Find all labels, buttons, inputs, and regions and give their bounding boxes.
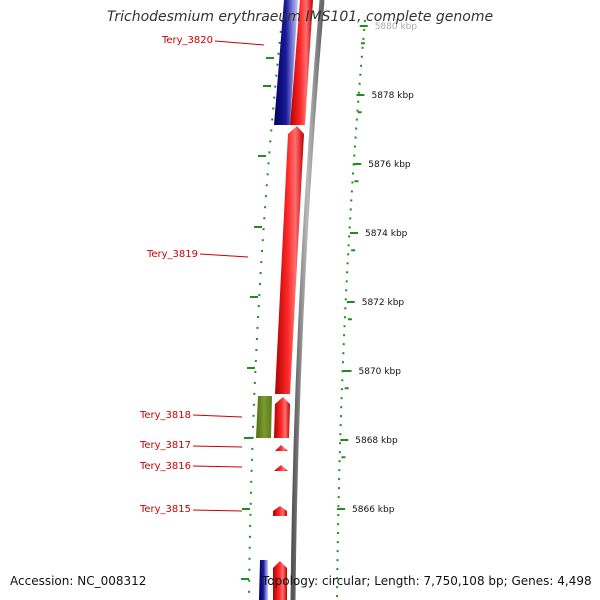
scale-ticks: 5880 kbp 5878 kbp 5876 kbp 5874 kbp 5872 kbp…: [337, 22, 417, 515]
scale-tick-label: 5874 kbp: [365, 229, 408, 239]
gene-label-leader: [192, 414, 243, 418]
scale-tick-label: 5880 kbp: [375, 22, 418, 32]
gene-feature-tery-3816: [274, 465, 288, 471]
gene-feature-rna: [256, 396, 272, 438]
gene-label: Tery_3817: [139, 440, 191, 451]
genome-summary-text: Topology: circular; Length: 7,750,108 bp…: [262, 574, 592, 588]
gene-label-leader: [192, 509, 243, 512]
gene-label: Tery_3820: [161, 35, 213, 46]
gene-label: Tery_3819: [146, 249, 198, 260]
gene-labels: Tery_3820 Tery_3819 Tery_3818 Tery_3817 Tery…: [139, 35, 265, 515]
genome-backbone: [290, 0, 325, 600]
scale-tick-label: 5872 kbp: [362, 298, 405, 308]
gene-feature-forward-bottom: [273, 561, 287, 600]
gene-feature-reverse: [274, 0, 298, 125]
scale-tick-label: 5878 kbp: [371, 91, 414, 101]
gene-label-leader: [214, 40, 265, 46]
scale-tick-label: 5866 kbp: [352, 505, 395, 515]
accession-text: Accession: NC_008312: [10, 574, 147, 588]
scale-tick-label: 5870 kbp: [359, 367, 402, 377]
gene-label: Tery_3818: [139, 410, 191, 421]
gene-feature-tery-3817: [275, 445, 288, 451]
gene-label-leader: [192, 465, 243, 468]
gene-label: Tery_3816: [139, 461, 191, 472]
gene-feature-tery-3820: [290, 0, 313, 125]
gene-feature-tery-3818: [274, 397, 290, 438]
gene-feature-reverse-bottom: [259, 560, 268, 600]
gene-label: Tery_3815: [139, 504, 191, 515]
gene-feature-tery-3815: [273, 506, 287, 516]
gene-label-leader: [199, 253, 249, 258]
inner-track-marks: [241, 57, 274, 580]
gene-label-leader: [192, 445, 243, 448]
scale-tick-label: 5876 kbp: [368, 160, 411, 170]
page-title: Trichodesmium erythraeum IMS101, complet…: [106, 9, 494, 25]
scale-tick-label: 5868 kbp: [355, 436, 398, 446]
gene-feature-tery-3819: [275, 126, 304, 394]
